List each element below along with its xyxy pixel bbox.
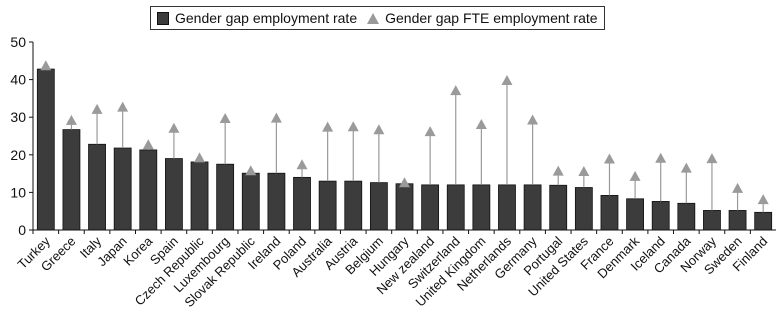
fte-marker bbox=[757, 194, 769, 205]
bar bbox=[549, 184, 568, 231]
fte-marker bbox=[91, 103, 103, 114]
fte-marker bbox=[680, 162, 692, 173]
fte-marker bbox=[399, 177, 410, 188]
y-tick-label: 20 bbox=[10, 147, 26, 163]
fte-marker bbox=[296, 159, 308, 170]
bar bbox=[754, 211, 773, 231]
y-tick-label: 30 bbox=[10, 109, 26, 125]
bar bbox=[36, 68, 55, 231]
bar bbox=[472, 184, 491, 231]
legend: Gender gap employment rate Gender gap FT… bbox=[150, 6, 605, 30]
bar bbox=[241, 172, 260, 231]
fte-marker bbox=[117, 101, 129, 112]
fte-marker bbox=[219, 112, 231, 123]
fte-marker bbox=[552, 165, 564, 176]
bar bbox=[216, 163, 235, 231]
bar bbox=[574, 187, 593, 231]
fte-marker bbox=[245, 165, 257, 176]
bars-layer bbox=[36, 68, 773, 231]
bar bbox=[344, 180, 363, 231]
y-tick-label: 10 bbox=[10, 184, 26, 200]
fte-markers-layer bbox=[40, 60, 769, 205]
fte-marker bbox=[168, 122, 180, 133]
bar bbox=[165, 158, 183, 231]
fte-marker bbox=[475, 118, 487, 129]
fte-marker bbox=[347, 121, 359, 132]
fte-marker bbox=[578, 165, 590, 176]
legend-item-employment: Gender gap employment rate bbox=[157, 10, 357, 26]
bar bbox=[113, 147, 132, 231]
bar bbox=[62, 129, 81, 231]
fte-marker bbox=[450, 85, 462, 96]
legend-triangle-swatch bbox=[367, 12, 380, 24]
fte-marker bbox=[424, 126, 436, 137]
legend-label-employment: Gender gap employment rate bbox=[175, 10, 358, 26]
bar bbox=[498, 184, 516, 231]
fte-marker bbox=[706, 153, 718, 164]
fte-marker bbox=[65, 114, 77, 125]
fte-marker bbox=[194, 152, 206, 163]
fte-marker bbox=[732, 182, 744, 193]
fte-marker bbox=[40, 60, 52, 71]
fte-marker bbox=[527, 114, 539, 125]
legend-bar-swatch bbox=[157, 11, 169, 25]
bar bbox=[677, 202, 696, 231]
bar bbox=[600, 195, 619, 231]
y-tick-label: 0 bbox=[18, 222, 26, 238]
x-tick-label: Korea bbox=[120, 233, 156, 269]
legend-item-fte: Gender gap FTE employment rate bbox=[367, 10, 598, 26]
fte-marker bbox=[655, 152, 667, 163]
bar bbox=[446, 184, 465, 231]
bar bbox=[369, 182, 388, 231]
bar bbox=[293, 176, 311, 231]
bar bbox=[190, 161, 209, 231]
fte-marker bbox=[629, 170, 641, 181]
bar bbox=[88, 143, 106, 231]
fte-marker bbox=[501, 74, 513, 85]
legend-label-fte: Gender gap FTE employment rate bbox=[385, 10, 598, 26]
bar bbox=[626, 198, 644, 231]
y-tick-label: 50 bbox=[10, 34, 26, 50]
bar bbox=[395, 183, 414, 231]
bar bbox=[728, 210, 747, 231]
connector-lines-layer bbox=[45, 65, 764, 213]
fte-marker bbox=[322, 121, 334, 132]
bar bbox=[267, 172, 286, 231]
fte-marker bbox=[373, 124, 385, 135]
y-tick-label: 40 bbox=[10, 72, 26, 88]
bar bbox=[139, 149, 158, 231]
bar bbox=[703, 210, 721, 231]
bar bbox=[318, 180, 337, 231]
x-tick-label: Japan bbox=[94, 234, 130, 270]
bar bbox=[651, 201, 670, 231]
fte-marker bbox=[142, 139, 154, 150]
bar bbox=[421, 184, 440, 231]
fte-marker bbox=[270, 112, 282, 123]
bar bbox=[523, 184, 542, 231]
fte-marker bbox=[603, 153, 615, 164]
